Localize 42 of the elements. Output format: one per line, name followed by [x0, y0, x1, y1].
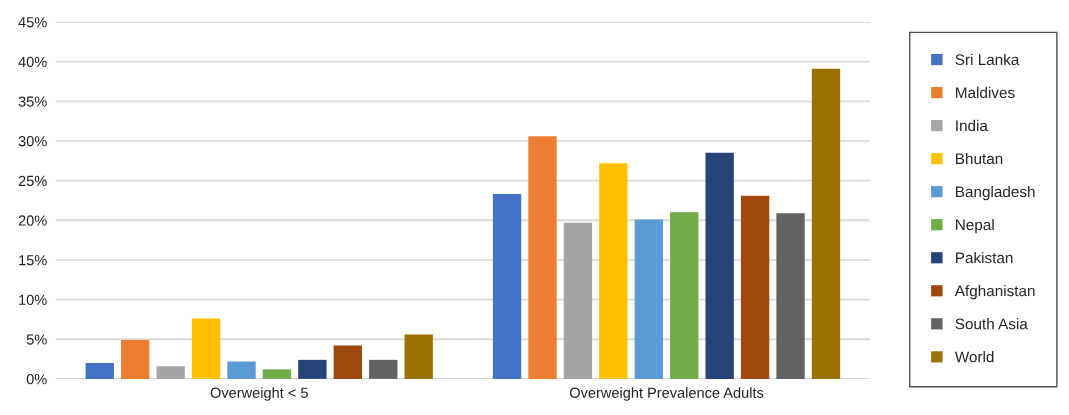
- bar: [191, 318, 221, 379]
- bar: [262, 369, 292, 379]
- y-tick-label: 15%: [19, 255, 47, 266]
- legend-label: South Asia: [955, 318, 1028, 330]
- bar: [227, 361, 256, 379]
- bar: [705, 152, 734, 379]
- x-tick-label: Overweight < 5: [210, 387, 308, 401]
- y-tick-label: 30%: [18, 136, 47, 147]
- y-tick-label: 35%: [18, 96, 47, 107]
- bar: [85, 363, 114, 379]
- bar: [634, 219, 663, 379]
- bar: [563, 222, 593, 379]
- legend-label: Bhutan: [956, 152, 1003, 165]
- legend-label: Afghanistan: [954, 285, 1035, 300]
- bar: [599, 163, 628, 379]
- bar: [776, 213, 805, 379]
- legend-label: Maldives: [956, 86, 1015, 99]
- bar: [670, 212, 699, 379]
- legend-label: Sri Lanka: [955, 53, 1020, 66]
- legend-label: World: [954, 351, 994, 363]
- bar: [740, 195, 770, 379]
- y-tick-label: 10%: [19, 294, 47, 306]
- legend-label: Bangladesh: [956, 185, 1035, 201]
- bar: [369, 359, 398, 379]
- y-tick-label: 5%: [26, 334, 47, 345]
- bar: [298, 359, 327, 379]
- legend-label: India: [956, 119, 988, 132]
- y-tick-label: 25%: [18, 175, 47, 187]
- legend-label: Pakistan: [956, 252, 1013, 264]
- legend-label: Nepal: [956, 218, 994, 234]
- bar: [528, 136, 557, 379]
- bar: [121, 340, 150, 379]
- bar: [156, 366, 185, 379]
- y-tick-label: 20%: [18, 215, 47, 226]
- y-tick-label: 45%: [18, 17, 47, 28]
- x-tick-label: Overweight Prevalence Adults: [569, 387, 764, 401]
- y-tick-label: 40%: [18, 56, 47, 68]
- bar: [404, 334, 433, 379]
- bar: [811, 68, 841, 379]
- y-tick-label: 0%: [26, 374, 47, 385]
- bar: [333, 345, 362, 379]
- bar: [492, 194, 522, 379]
